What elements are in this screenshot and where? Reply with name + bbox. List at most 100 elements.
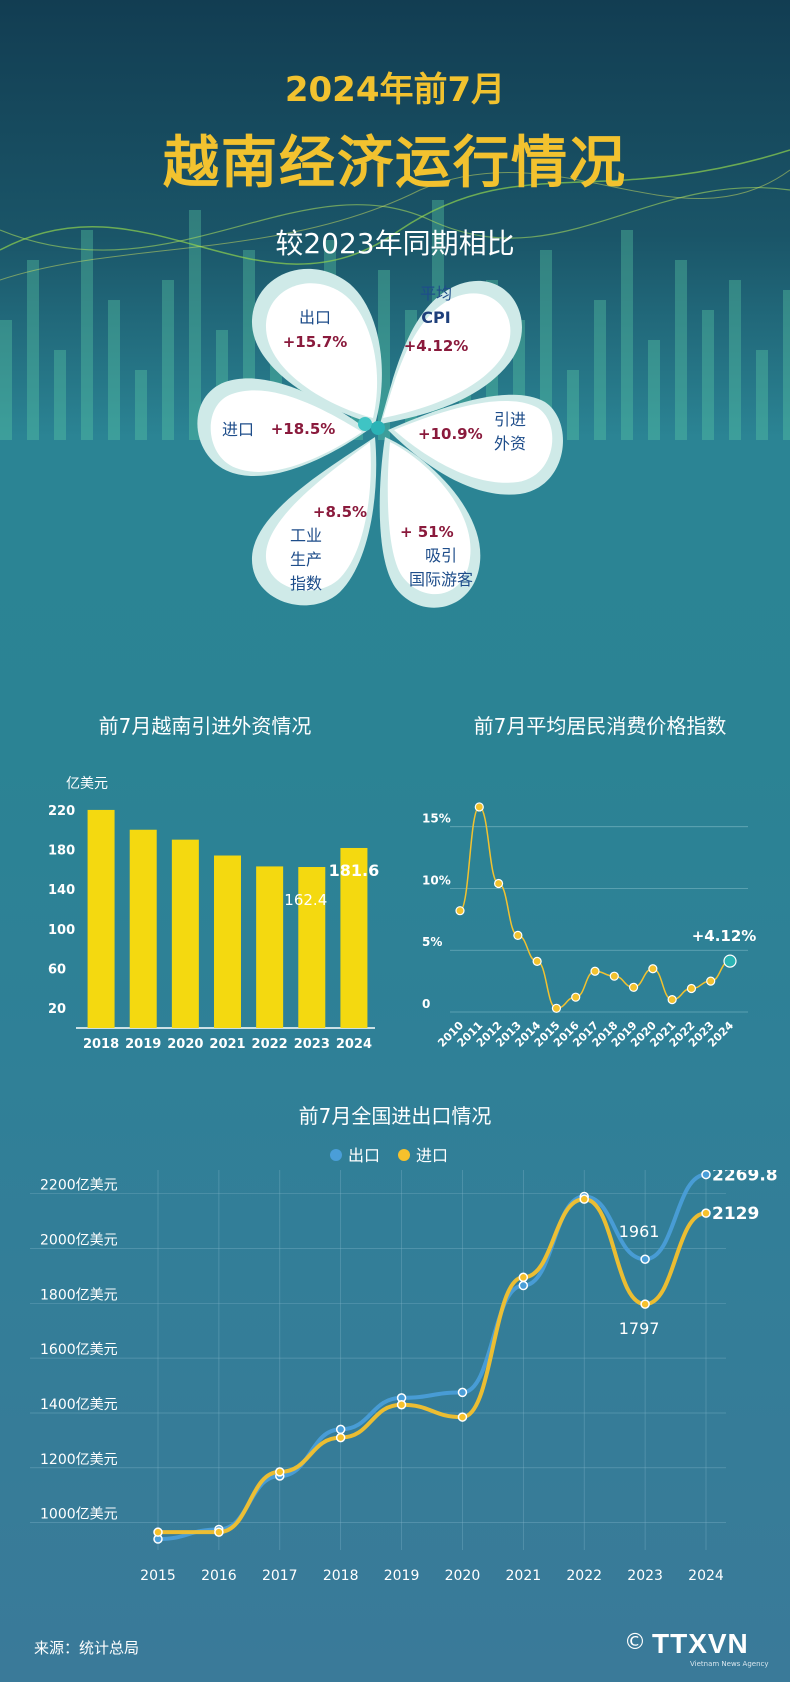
legend-import-swatch xyxy=(398,1149,411,1161)
ttxvn-logo: TTXVN xyxy=(652,1628,749,1659)
fdi-bar-2018 xyxy=(87,809,115,1028)
petal-export-value: +15.7% xyxy=(282,333,348,351)
trade-point-import-2021 xyxy=(518,1272,529,1283)
trade-x-tick: 2016 xyxy=(201,1568,237,1584)
copyright-icon: © xyxy=(624,1630,646,1655)
trade-point-import-2023 xyxy=(640,1299,650,1309)
trade-y-tick: 1800亿美元 xyxy=(40,1287,118,1303)
cpi-last-label: +4.12% xyxy=(692,927,757,945)
trade-point-export-2018 xyxy=(335,1424,346,1435)
fdi-data-label: 162.4 xyxy=(284,891,327,909)
trade-x-tick: 2023 xyxy=(627,1568,663,1584)
fdi-data-label: 181.6 xyxy=(329,861,380,880)
cpi-point-2011 xyxy=(474,802,484,812)
logo-subtitle: Vietnam News Agency xyxy=(690,1660,769,1668)
cpi-line-chart: 05%10%15%2010201120122013201420152016201… xyxy=(422,802,757,1050)
petal-cpi-label: 平均 xyxy=(419,284,452,303)
cpi-point-2013 xyxy=(513,930,523,941)
trade-x-tick: 2021 xyxy=(506,1568,542,1584)
cpi-y-tick: 5% xyxy=(422,935,442,949)
trade-point-import-2015 xyxy=(153,1527,163,1537)
cpi-point-2019 xyxy=(628,982,639,992)
fdi-y-tick: 20 xyxy=(48,1002,66,1017)
flower-petals xyxy=(197,268,563,608)
legend-import-label: 进口 xyxy=(416,1146,449,1165)
cpi-point-2018 xyxy=(609,971,619,981)
petal-export-label: 出口 xyxy=(298,308,331,327)
cpi-series-line xyxy=(459,806,731,1010)
trade-x-tick: 2024 xyxy=(688,1568,724,1584)
cpi-point-2017 xyxy=(590,966,600,976)
fdi-x-tick: 2022 xyxy=(252,1037,288,1050)
trade-point-import-2016 xyxy=(214,1527,224,1537)
trade-point-import-2018 xyxy=(335,1432,346,1443)
trade-x-tick: 2022 xyxy=(566,1568,602,1584)
cpi-point-2023 xyxy=(706,976,716,986)
fdi-bar-2021 xyxy=(214,855,241,1028)
fdi-chart-title: 前7月越南引进外资情况 xyxy=(98,714,312,738)
trade-x-tick: 2017 xyxy=(262,1568,298,1584)
fdi-x-tick: 2020 xyxy=(167,1037,203,1050)
trade-point-import-2024 xyxy=(701,1208,711,1218)
petal-industry-value-wrap: +8.5% xyxy=(310,500,370,524)
trade-y-tick: 1200亿美元 xyxy=(40,1452,118,1468)
fdi-y-tick: 100 xyxy=(48,923,75,938)
trade-point-export-2024 xyxy=(701,1170,711,1180)
cpi-point-2020 xyxy=(648,964,658,974)
trade-point-import-2020 xyxy=(457,1412,468,1422)
trade-data-label: 1797 xyxy=(619,1319,660,1338)
petal-import-value: +18.5% xyxy=(270,420,336,438)
fdi-y-tick: 180 xyxy=(48,844,75,859)
cpi-y-tick: 10% xyxy=(422,873,451,887)
cpi-y-tick: 15% xyxy=(422,812,451,826)
trade-y-tick: 2000亿美元 xyxy=(40,1233,118,1249)
trade-series-line-import xyxy=(156,1197,708,1535)
trade-point-import-2019 xyxy=(396,1399,407,1410)
petal-fdi-value-wrap: +10.9% xyxy=(418,422,483,446)
comparison-subtitle: 较2023年同期相比 xyxy=(275,227,515,260)
legend-export: 出口 xyxy=(330,1142,380,1166)
legend-export-label: 出口 xyxy=(348,1146,381,1165)
trade-point-export-2021 xyxy=(518,1280,529,1291)
cpi-point-2012 xyxy=(493,878,504,889)
petal-industry-label: 工业 xyxy=(289,526,322,545)
legend-import: 进口 xyxy=(398,1142,448,1166)
petal-export-text: 出口 +15.7% xyxy=(260,306,370,354)
petal-cpi-text: 平均 CPI +4.12% xyxy=(386,282,486,358)
fdi-x-tick: 2018 xyxy=(83,1037,119,1050)
petal-tourism-value: + 51% xyxy=(400,523,454,541)
petal-tourism-label2: 国际游客 xyxy=(408,570,473,589)
cpi-point-2016 xyxy=(571,992,581,1002)
trade-chart-title: 前7月全国进出口情况 xyxy=(298,1104,492,1128)
fdi-bar-2020 xyxy=(171,839,199,1028)
trade-point-import-2017 xyxy=(275,1467,285,1477)
cpi-point-2014 xyxy=(532,956,542,966)
fdi-y-tick: 60 xyxy=(48,963,66,978)
trade-x-tick: 2020 xyxy=(445,1568,481,1584)
fdi-bar-2024 xyxy=(340,847,368,1028)
legend-export-swatch xyxy=(330,1149,342,1161)
petal-tourism-label: 吸引 xyxy=(424,546,457,565)
cpi-point-2021 xyxy=(667,995,677,1005)
trade-y-tick: 1400亿美元 xyxy=(40,1397,118,1413)
fdi-y-unit: 亿美元 xyxy=(66,776,108,792)
cpi-point-2015 xyxy=(551,1003,562,1013)
fdi-bar-2019 xyxy=(129,829,157,1028)
petal-industry-value: +8.5% xyxy=(312,503,368,521)
flower-infographic: 出口 +15.7% 平均 CPI +4.12% +10.9% 引进 外资 + 5… xyxy=(190,262,600,652)
trade-x-tick: 2019 xyxy=(384,1568,420,1584)
petal-import-text: 进口 xyxy=(218,418,258,442)
petal-fdi-text: 引进 外资 xyxy=(480,408,540,456)
fdi-bar-2023 xyxy=(298,867,326,1028)
fdi-bar-chart: 亿美元 20 60 100 140 180 220 2018 2019 2020 2021 2022 2… xyxy=(48,776,380,1050)
trade-point-export-2023 xyxy=(640,1254,650,1264)
source-note: 来源：统计总局 xyxy=(34,1639,140,1657)
trade-point-export-2020 xyxy=(457,1387,468,1398)
fdi-x-tick: 2024 xyxy=(336,1037,372,1050)
petal-import-label: 进口 xyxy=(221,420,254,439)
trade-point-import-2022 xyxy=(579,1194,589,1204)
petal-fdi-value: +10.9% xyxy=(418,425,483,443)
trade-data-label: 2129 xyxy=(712,1204,759,1224)
fdi-x-tick: 2023 xyxy=(294,1037,330,1050)
petal-import-value-wrap: +18.5% xyxy=(268,417,338,441)
